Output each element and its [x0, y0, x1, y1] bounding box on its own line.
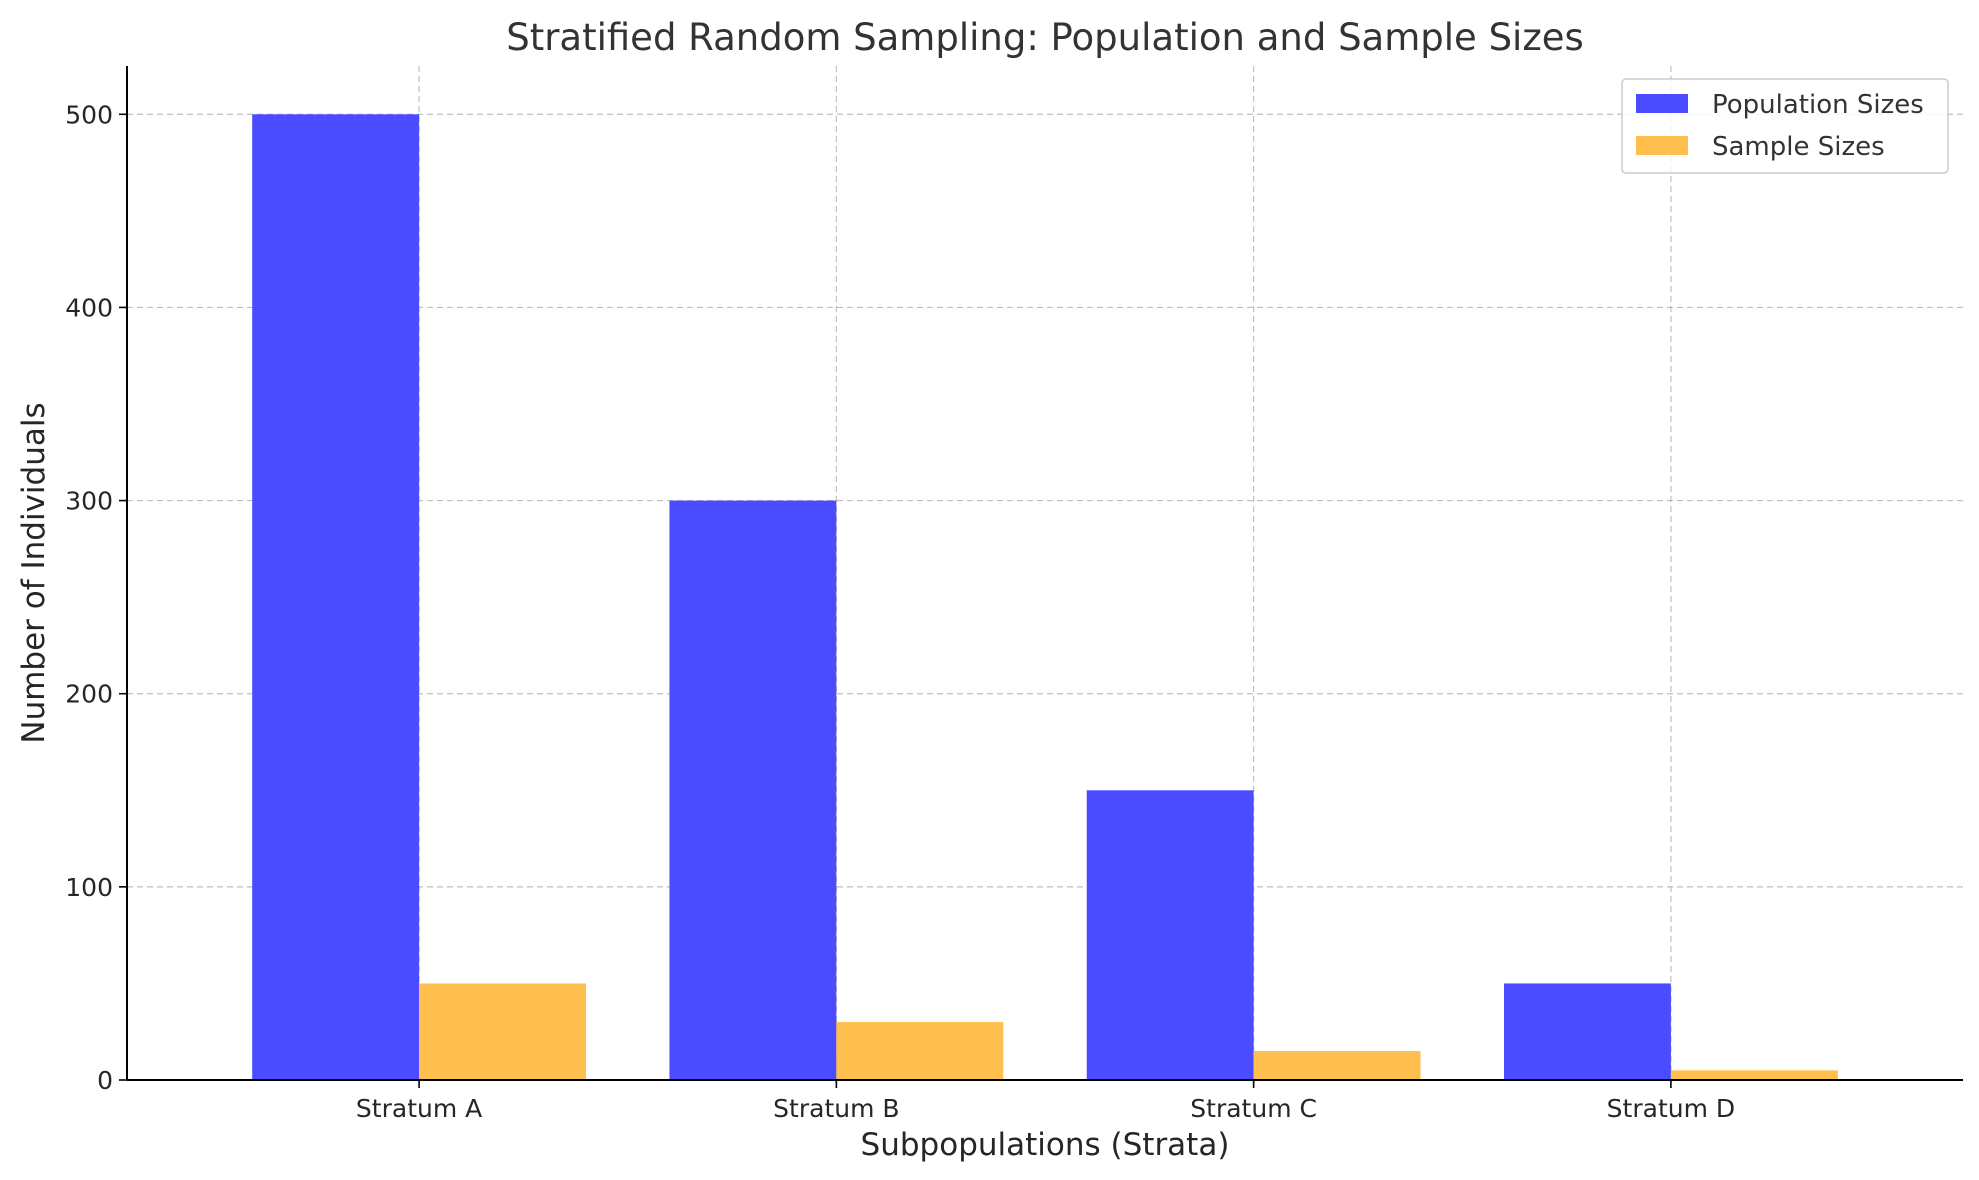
y-tick-label: 100	[65, 873, 113, 902]
y-ticks: 0 100 200 300 400 500	[65, 100, 127, 1095]
x-axis-title: Subpopulations (Strata)	[861, 1127, 1230, 1163]
axes	[126, 66, 1963, 1081]
y-tick-label: 200	[65, 680, 113, 709]
y-axis-title: Number of Individuals	[16, 402, 52, 743]
x-tick-label: Stratum B	[773, 1094, 899, 1123]
legend-box	[1621, 78, 1949, 174]
bar-sample	[1670, 1070, 1838, 1080]
bar-sample	[836, 1022, 1004, 1080]
x-tick-label: Stratum A	[356, 1094, 482, 1123]
legend-label-sample: Sample Sizes	[1712, 132, 1885, 162]
bars	[252, 114, 1838, 1081]
x-tick-label: Stratum C	[1190, 1094, 1317, 1123]
legend-label-population: Population Sizes	[1712, 90, 1924, 120]
bar-population	[1504, 983, 1671, 1080]
bar-population	[1086, 790, 1254, 1080]
bar-population	[252, 114, 420, 1081]
legend: Population Sizes Sample Sizes	[1621, 78, 1949, 174]
legend-swatch-population	[1636, 94, 1688, 113]
bar-sample	[1253, 1051, 1421, 1080]
x-ticks: Stratum A Stratum B Stratum C Stratum D	[356, 1080, 1735, 1123]
bar-population	[669, 500, 837, 1081]
y-tick-label: 400	[65, 293, 113, 322]
y-tick-label: 0	[97, 1066, 113, 1095]
y-tick-label: 500	[65, 100, 113, 129]
legend-swatch-sample	[1636, 136, 1688, 155]
x-tick-label: Stratum D	[1607, 1094, 1735, 1123]
y-tick-label: 300	[65, 487, 113, 516]
bar-sample	[419, 983, 586, 1080]
chart-title: Stratified Random Sampling: Population a…	[506, 16, 1584, 59]
